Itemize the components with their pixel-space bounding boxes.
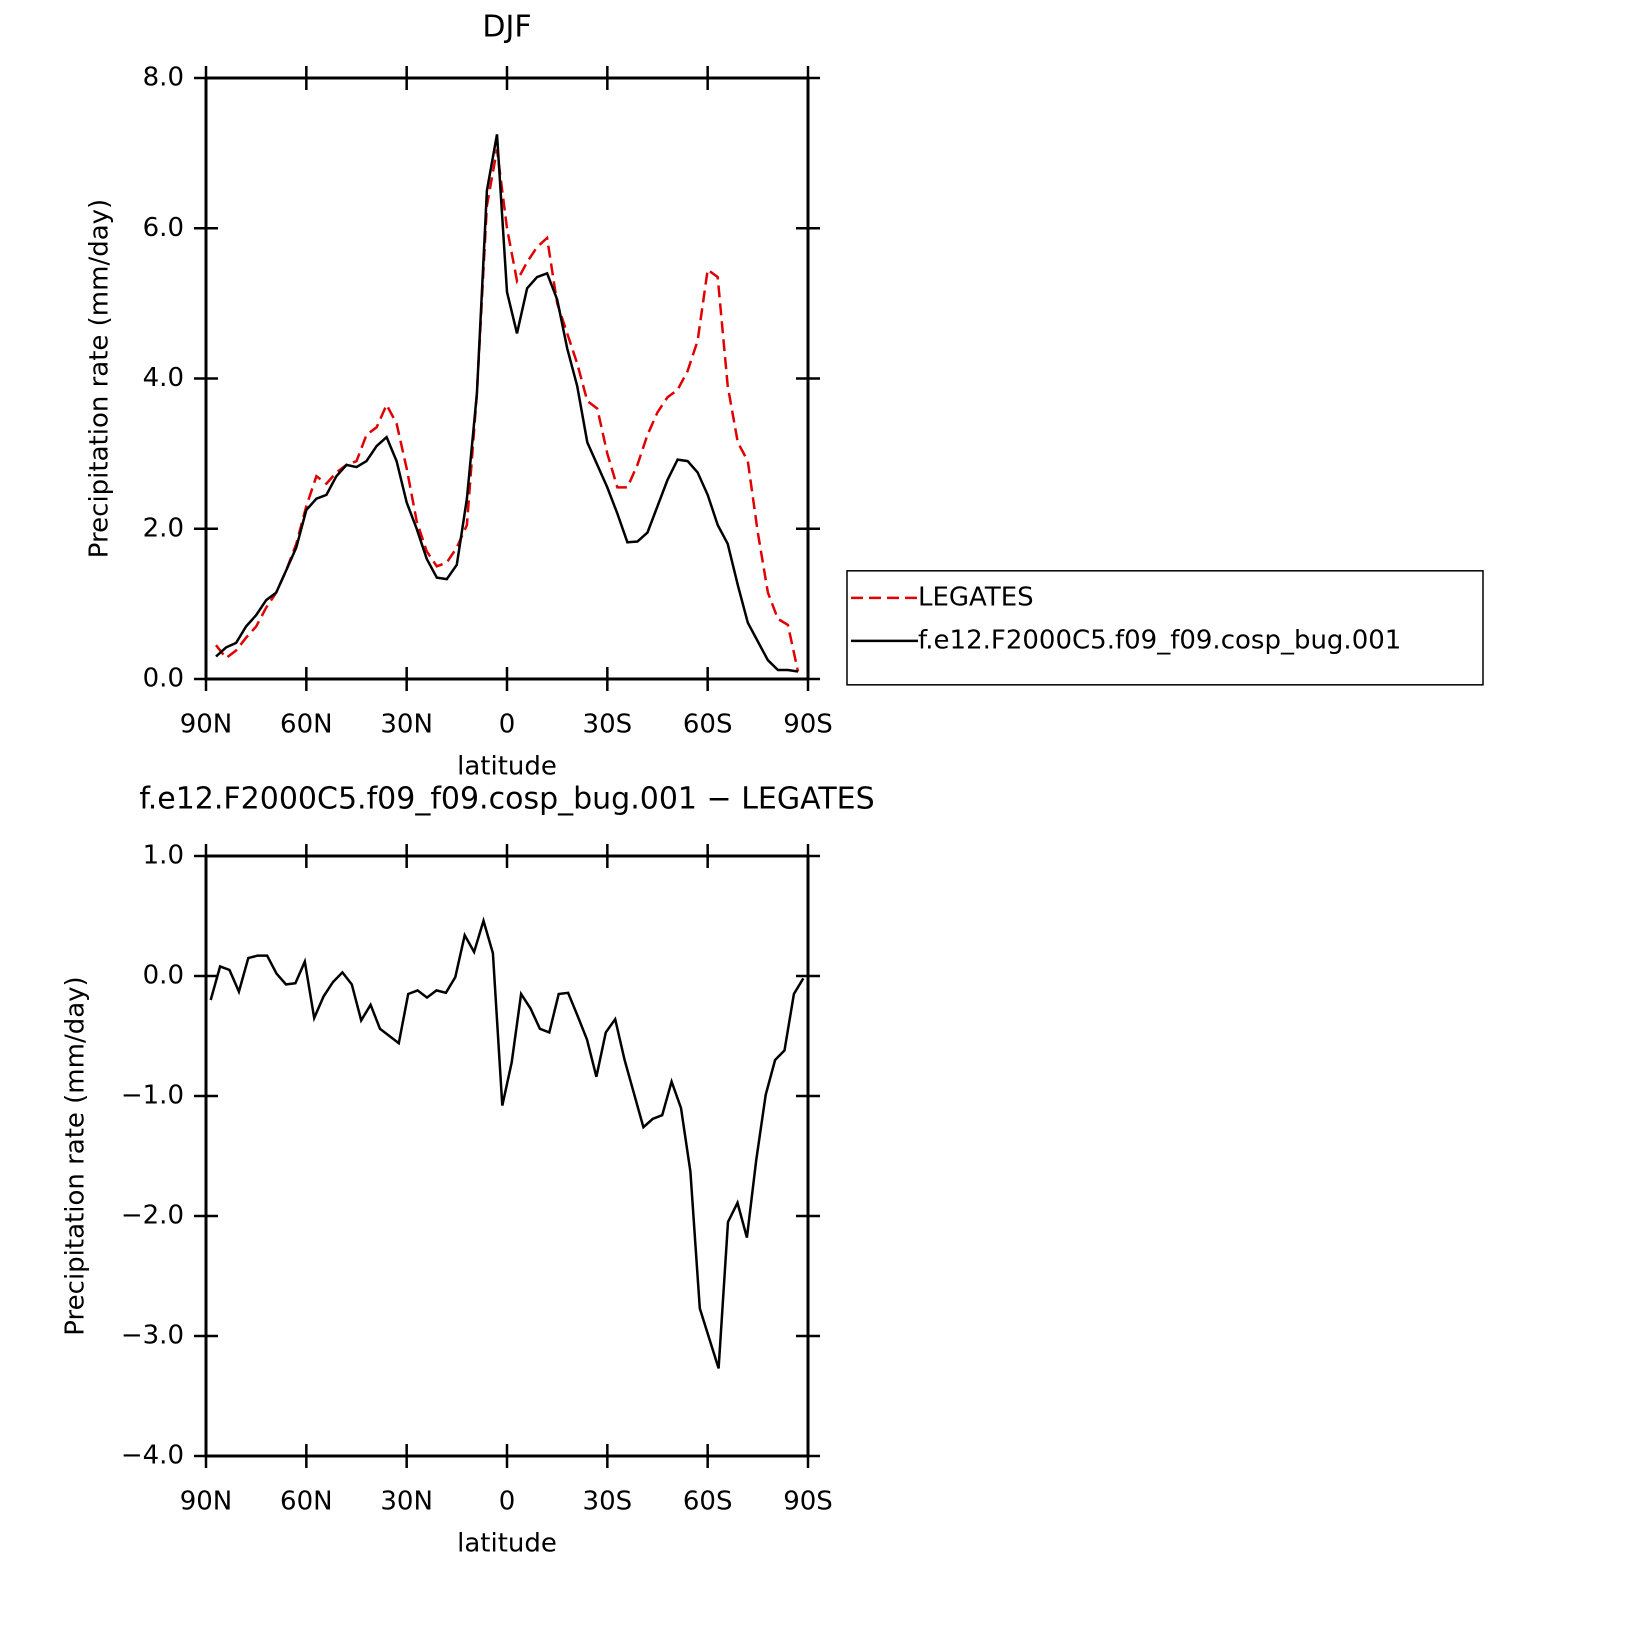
data-line <box>209 916 805 1369</box>
data-line <box>215 149 800 672</box>
x-axis-label: latitude <box>457 1529 557 1559</box>
x-tick-label: 90S <box>783 710 833 740</box>
legend-label: LEGATES <box>918 582 1034 612</box>
plot-frame <box>204 854 810 1458</box>
y-tick-label: 6.0 <box>143 213 184 243</box>
y-tick-label: 1.0 <box>143 841 184 871</box>
x-tick-label: 0 <box>499 710 516 740</box>
y-tick-label: −4.0 <box>121 1441 184 1471</box>
chart-title: DJF <box>482 10 531 45</box>
plot-frame <box>204 76 810 681</box>
x-tick-label: 30S <box>583 710 633 740</box>
y-tick-label: −2.0 <box>121 1201 184 1231</box>
y-tick-label: 0.0 <box>143 961 184 991</box>
y-tick-label: 4.0 <box>143 363 184 393</box>
y-axis-label: Precipitation rate (mm/day) <box>85 199 115 558</box>
y-tick-label: −3.0 <box>121 1321 184 1351</box>
y-tick-label: 0.0 <box>143 664 184 694</box>
x-tick-label: 30N <box>380 1487 433 1517</box>
x-tick-label: 60S <box>683 1487 733 1517</box>
x-axis-label: latitude <box>457 752 557 782</box>
y-axis-label: Precipitation rate (mm/day) <box>61 976 91 1335</box>
chart-title: f.e12.F2000C5.f09_f09.cosp_bug.001 − LEG… <box>139 782 874 817</box>
x-tick-label: 60N <box>280 1487 333 1517</box>
x-tick-label: 90N <box>180 1487 233 1517</box>
x-tick-label: 90N <box>180 710 233 740</box>
data-line <box>215 134 799 673</box>
legend-label: f.e12.F2000C5.f09_f09.cosp_bug.001 <box>918 625 1401 655</box>
legend-box <box>846 570 1484 686</box>
x-tick-label: 60S <box>683 710 733 740</box>
x-tick-label: 0 <box>499 1487 516 1517</box>
x-tick-label: 30S <box>583 1487 633 1517</box>
x-tick-label: 30N <box>380 710 433 740</box>
y-tick-label: 2.0 <box>143 513 184 543</box>
x-tick-label: 60N <box>280 710 333 740</box>
x-tick-label: 90S <box>783 1487 833 1517</box>
y-tick-label: 8.0 <box>143 63 184 93</box>
y-tick-label: −1.0 <box>121 1081 184 1111</box>
